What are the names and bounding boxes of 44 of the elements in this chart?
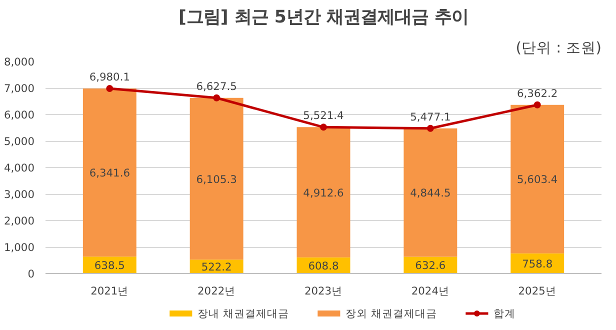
data-label: 758.8: [522, 257, 553, 270]
data-label: 632.6: [415, 259, 446, 272]
data-label: 5,477.1: [410, 110, 451, 124]
x-tick-label: 2021년: [90, 284, 129, 298]
bar: [82, 88, 136, 257]
text: (단위 : 조원): [516, 40, 602, 56]
point: [320, 124, 327, 131]
bar: [404, 128, 458, 257]
x-tick-label: 2023년: [304, 284, 343, 298]
data-label: 6,980.1: [89, 70, 130, 84]
y-tick-label: 4,000: [4, 162, 35, 174]
x-tick-label: 2022년: [198, 284, 236, 298]
bar: [510, 104, 564, 254]
data-label: 5,521.4: [303, 109, 344, 122]
point: [213, 94, 220, 102]
data-label: 5,603.4: [517, 173, 558, 186]
legend-label: 합계: [494, 307, 516, 320]
x-tick-label: 2024년: [411, 284, 450, 298]
data-label: 6,627.5: [196, 80, 237, 93]
data-label: 6,341.6: [89, 166, 130, 180]
x-tick-label: 2025년: [518, 284, 556, 298]
legend-label: 장내 채권결제대금: [198, 307, 289, 320]
data-label: 4,844.5: [410, 186, 451, 200]
chart-title: [그림] 최근 5년간 채권결제대금 추이: [178, 8, 469, 28]
data-label: 6,105.3: [196, 172, 237, 186]
y-tick-label: 0: [28, 268, 35, 280]
y-tick-label: 1,000: [4, 241, 35, 254]
point: [534, 101, 541, 108]
data-label: 522.2: [201, 260, 232, 274]
y-tick-label: 8,000: [4, 56, 35, 68]
y-tick-label: 6,000: [4, 108, 35, 122]
data-label: 608.8: [308, 259, 339, 272]
y-tick-label: 5,000: [4, 135, 35, 148]
y-tick-label: 2,000: [4, 214, 35, 228]
bar: [190, 98, 244, 260]
data-label: 6,362.2: [517, 86, 558, 100]
y-tick-label: 7,000: [4, 82, 35, 95]
legend-label: 장외 채권결제대금: [346, 307, 438, 320]
point: [106, 85, 114, 92]
data-label: 638.5: [94, 259, 125, 272]
bar: [296, 127, 350, 258]
data-label: 4,912.6: [303, 186, 344, 200]
point: [426, 124, 434, 132]
y-tick-label: 3,000: [4, 188, 35, 201]
